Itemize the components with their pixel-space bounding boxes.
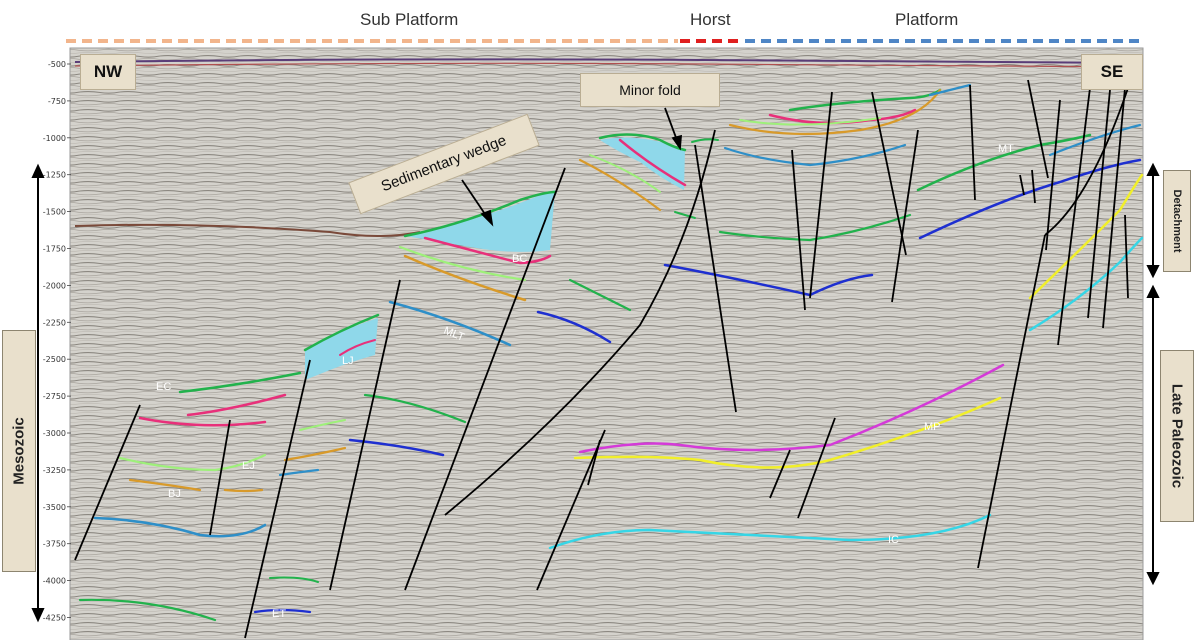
detachment-label: Detachment <box>1171 189 1183 253</box>
horizon-et <box>269 576 319 583</box>
label-mt: MT <box>998 143 1014 155</box>
platform-label: Platform <box>895 10 959 29</box>
minor-fold-fill <box>600 137 685 190</box>
y-tick-label: -1750 <box>43 245 66 254</box>
horizon-bc <box>423 236 552 265</box>
detachment-box: Detachment <box>1163 170 1191 272</box>
y-tick-label: -3250 <box>43 466 66 475</box>
late-paleozoic-label: Late Paleozoic <box>1168 383 1186 489</box>
horizon-bj <box>128 478 202 492</box>
horizon-mp <box>578 363 1005 454</box>
y-tick-label: -4250 <box>43 614 66 623</box>
minor-fold-text: Minor fold <box>619 82 681 98</box>
y-tick-label: -4000 <box>43 577 66 586</box>
section-background <box>70 48 1143 640</box>
horizon-ic <box>548 513 992 550</box>
y-tick-label: -2750 <box>43 392 66 401</box>
y-tick-label: -2000 <box>43 281 66 290</box>
minor-fold-callout: Minor fold <box>580 73 720 107</box>
y-axis: -500 -750 -1000 -1250 -1500 -1750 -2000 -2250 -2… <box>43 60 71 623</box>
label-ej: EJ <box>242 460 255 472</box>
lj-wedge-fill <box>305 318 378 380</box>
y-tick-label: -3500 <box>43 503 66 512</box>
horizon-mlt <box>388 300 512 347</box>
label-et: ET <box>272 608 286 620</box>
horst-label: Horst <box>690 10 731 29</box>
horizon-mt <box>916 133 1092 192</box>
y-tick-label: -500 <box>48 60 66 69</box>
nw-label: NW <box>80 54 136 90</box>
horizon-ec <box>178 371 302 394</box>
se-label: SE <box>1081 54 1143 90</box>
y-tick-label: -3750 <box>43 540 66 549</box>
y-tick-label: -3000 <box>43 429 66 438</box>
label-ec: EC <box>156 381 171 393</box>
sub-platform-label: Sub Platform <box>360 10 459 29</box>
y-tick-label: -1250 <box>43 171 66 180</box>
y-tick-label: -1500 <box>43 208 66 217</box>
label-lj: LJ <box>342 355 354 367</box>
label-mp: MP <box>924 421 941 433</box>
y-tick-label: -2500 <box>43 355 66 364</box>
y-tick-label: -2250 <box>43 318 66 327</box>
faults <box>74 79 1129 639</box>
y-tick-label: -750 <box>48 97 66 106</box>
label-ic: IC <box>888 534 899 546</box>
mesozoic-label: Mesozoic <box>10 417 28 485</box>
label-bj: BJ <box>168 488 181 500</box>
late-paleozoic-box: Late Paleozoic <box>1160 350 1194 522</box>
seafloor-reflector <box>74 58 1141 64</box>
sedimentary-wedge-fill <box>405 190 555 252</box>
label-bc: BC <box>512 253 527 265</box>
mesozoic-box: Mesozoic <box>2 330 36 572</box>
y-tick-label: -1000 <box>43 134 66 143</box>
horizon-ej <box>118 453 267 472</box>
